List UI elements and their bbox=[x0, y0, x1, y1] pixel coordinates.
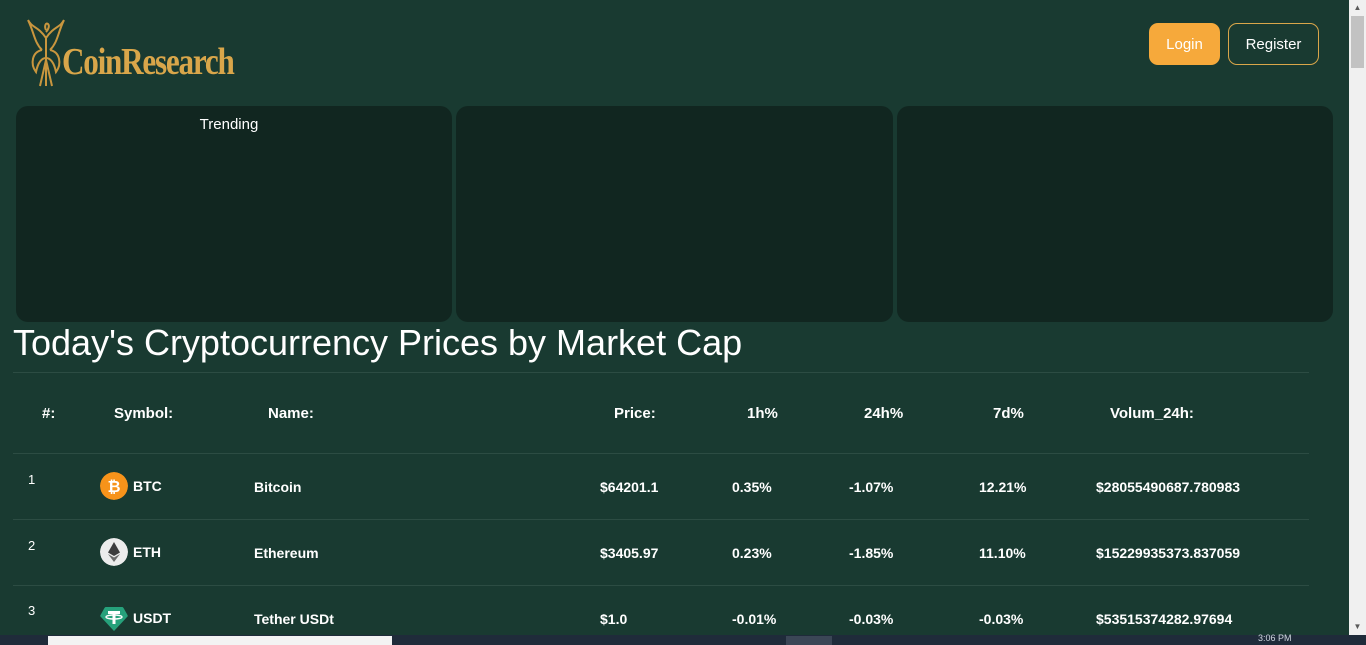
col-symbol: Symbol: bbox=[114, 405, 174, 422]
taskbar-app-item[interactable] bbox=[786, 636, 832, 645]
col-volume: Volum_24h: bbox=[1110, 405, 1194, 422]
taskbar-clock: 3:06 PM bbox=[1258, 633, 1292, 643]
row-divider bbox=[13, 453, 1309, 454]
login-button[interactable]: Login bbox=[1149, 23, 1220, 65]
row-name[interactable]: Bitcoin bbox=[254, 479, 302, 495]
bitcoin-icon: ₿ bbox=[100, 472, 128, 500]
brand-logo[interactable]: CoinResearch bbox=[26, 14, 235, 94]
vertical-scrollbar[interactable]: ▲ ▼ bbox=[1349, 0, 1366, 635]
row-change-7d: -0.03% bbox=[979, 611, 1024, 627]
trending-card: Trending bbox=[16, 106, 452, 322]
row-change-1h: 0.35% bbox=[732, 479, 772, 495]
title-divider bbox=[13, 372, 1309, 373]
col-7d: 7d% bbox=[993, 405, 1024, 422]
row-change-24h: -1.07% bbox=[849, 479, 894, 495]
brand-name: CoinResearch bbox=[62, 41, 235, 83]
taskbar: 3:06 PM bbox=[0, 633, 1366, 645]
col-rank: #: bbox=[42, 405, 56, 422]
row-change-24h: -1.85% bbox=[849, 545, 894, 561]
row-name[interactable]: Ethereum bbox=[254, 545, 319, 561]
row-price: $1.0 bbox=[600, 611, 628, 627]
tether-icon bbox=[100, 607, 128, 631]
row-symbol: BTC bbox=[133, 478, 162, 494]
row-volume: $28055490687.780983 bbox=[1096, 479, 1241, 495]
row-symbol: USDT bbox=[133, 610, 172, 626]
row-change-24h: -0.03% bbox=[849, 611, 894, 627]
trending-title: Trending bbox=[199, 116, 259, 133]
row-change-7d: 11.10% bbox=[979, 545, 1026, 561]
row-change-7d: 12.21% bbox=[979, 479, 1027, 495]
info-card-2 bbox=[456, 106, 893, 322]
col-price: Price: bbox=[614, 405, 656, 422]
row-price: $64201.1 bbox=[600, 479, 659, 495]
row-divider bbox=[13, 519, 1309, 520]
row-change-1h: 0.23% bbox=[732, 545, 772, 561]
row-name[interactable]: Tether USDt bbox=[254, 611, 334, 627]
ethereum-icon bbox=[100, 538, 128, 566]
row-divider bbox=[13, 585, 1309, 586]
row-rank: 2 bbox=[28, 538, 36, 553]
taskbar-search-box[interactable] bbox=[48, 636, 392, 645]
row-change-1h: -0.01% bbox=[732, 611, 777, 627]
row-price: $3405.97 bbox=[600, 545, 659, 561]
info-card-3 bbox=[897, 106, 1333, 322]
row-volume: $15229935373.837059 bbox=[1096, 545, 1241, 561]
col-24h: 24h% bbox=[864, 405, 904, 422]
row-rank: 1 bbox=[28, 472, 36, 487]
row-symbol: ETH bbox=[133, 544, 161, 560]
phoenix-logo-icon bbox=[27, 19, 65, 87]
row-rank: 3 bbox=[28, 603, 36, 618]
register-button[interactable]: Register bbox=[1228, 23, 1319, 65]
col-1h: 1h% bbox=[747, 405, 778, 422]
scroll-up-arrow-icon[interactable]: ▲ bbox=[1353, 3, 1362, 12]
svg-text:₿: ₿ bbox=[107, 478, 120, 496]
page-title: Today's Cryptocurrency Prices by Market … bbox=[13, 322, 743, 363]
scrollbar-thumb[interactable] bbox=[1351, 16, 1364, 68]
row-volume: $53515374282.97694 bbox=[1096, 611, 1233, 627]
page: CoinResearch Login Register Trending Tod… bbox=[13, 14, 1333, 631]
scroll-down-arrow-icon[interactable]: ▼ bbox=[1353, 622, 1362, 631]
col-name: Name: bbox=[268, 405, 314, 422]
